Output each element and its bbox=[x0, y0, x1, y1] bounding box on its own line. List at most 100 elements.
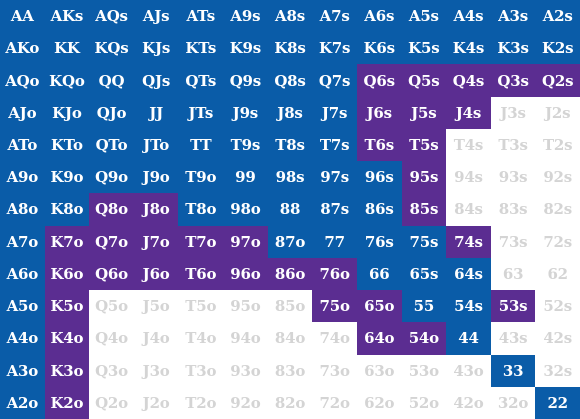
hand-cell[interactable]: QQ bbox=[89, 64, 134, 97]
hand-cell[interactable]: 88 bbox=[267, 193, 313, 226]
hand-cell[interactable]: QJo bbox=[89, 96, 134, 129]
hand-cell[interactable]: T2o bbox=[178, 386, 224, 419]
hand-cell[interactable]: 32o bbox=[490, 386, 536, 419]
hand-cell[interactable]: K6o bbox=[44, 257, 90, 291]
hand-cell[interactable]: 85o bbox=[267, 290, 313, 323]
hand-cell[interactable]: K3o bbox=[44, 354, 90, 387]
hand-cell[interactable]: 44 bbox=[446, 322, 491, 355]
hand-cell[interactable]: 54o bbox=[401, 322, 447, 355]
hand-cell[interactable]: 98s bbox=[267, 161, 313, 194]
hand-cell[interactable]: A6s bbox=[356, 0, 402, 33]
hand-cell[interactable]: 74o bbox=[312, 322, 357, 355]
hand-cell[interactable]: K9o bbox=[44, 161, 90, 194]
hand-cell[interactable]: Q9s bbox=[223, 64, 268, 97]
hand-cell[interactable]: 43o bbox=[446, 354, 491, 387]
hand-cell[interactable]: 64o bbox=[356, 322, 402, 355]
hand-cell[interactable]: 76o bbox=[312, 257, 357, 291]
hand-cell[interactable]: K7s bbox=[312, 32, 357, 65]
hand-cell[interactable]: K5o bbox=[44, 290, 90, 323]
hand-cell[interactable]: T4s bbox=[446, 128, 491, 162]
hand-cell[interactable]: 95s bbox=[401, 161, 447, 194]
hand-cell[interactable]: A4o bbox=[0, 322, 45, 355]
hand-cell[interactable]: J6s bbox=[356, 96, 402, 129]
hand-cell[interactable]: AQs bbox=[89, 0, 134, 33]
hand-cell[interactable]: J3o bbox=[133, 354, 179, 387]
hand-cell[interactable]: Q5s bbox=[401, 64, 447, 97]
hand-cell[interactable]: 77 bbox=[312, 225, 357, 258]
hand-cell[interactable]: KK bbox=[44, 32, 90, 65]
hand-cell[interactable]: 73o bbox=[312, 354, 357, 387]
hand-cell[interactable]: 87o bbox=[267, 225, 313, 258]
hand-cell[interactable]: AA bbox=[0, 0, 45, 33]
hand-cell[interactable]: A4s bbox=[446, 0, 491, 33]
hand-cell[interactable]: Q5o bbox=[89, 290, 134, 323]
hand-cell[interactable]: Q3o bbox=[89, 354, 134, 387]
hand-cell[interactable]: K5s bbox=[401, 32, 447, 65]
hand-cell[interactable]: J7s bbox=[312, 96, 357, 129]
hand-cell[interactable]: AKs bbox=[44, 0, 90, 33]
hand-cell[interactable]: 84s bbox=[446, 193, 491, 226]
hand-cell[interactable]: Q2s bbox=[535, 64, 580, 97]
hand-cell[interactable]: 93o bbox=[223, 354, 268, 387]
hand-cell[interactable]: T5o bbox=[178, 290, 224, 323]
hand-cell[interactable]: J3s bbox=[490, 96, 536, 129]
hand-cell[interactable]: 63o bbox=[356, 354, 402, 387]
hand-cell[interactable]: J9o bbox=[133, 161, 179, 194]
hand-cell[interactable]: KJo bbox=[44, 96, 90, 129]
hand-cell[interactable]: 72s bbox=[535, 225, 580, 258]
hand-cell[interactable]: K2o bbox=[44, 386, 90, 419]
hand-cell[interactable]: 65o bbox=[356, 290, 402, 323]
hand-cell[interactable]: 53o bbox=[401, 354, 447, 387]
hand-cell[interactable]: 73s bbox=[490, 225, 536, 258]
hand-cell[interactable]: T9s bbox=[223, 128, 268, 162]
hand-cell[interactable]: A5o bbox=[0, 290, 45, 323]
hand-cell[interactable]: T3s bbox=[490, 128, 536, 162]
hand-cell[interactable]: AKo bbox=[0, 32, 45, 65]
hand-cell[interactable]: 52o bbox=[401, 386, 447, 419]
hand-cell[interactable]: 53s bbox=[490, 290, 536, 323]
hand-cell[interactable]: 86o bbox=[267, 257, 313, 291]
hand-cell[interactable]: KTs bbox=[178, 32, 224, 65]
hand-cell[interactable]: 64s bbox=[446, 257, 491, 291]
hand-cell[interactable]: J6o bbox=[133, 257, 179, 291]
hand-cell[interactable]: JJ bbox=[133, 96, 179, 129]
hand-cell[interactable]: K6s bbox=[356, 32, 402, 65]
hand-cell[interactable]: 85s bbox=[401, 193, 447, 226]
hand-cell[interactable]: A8o bbox=[0, 193, 45, 226]
hand-cell[interactable]: AQo bbox=[0, 64, 45, 97]
hand-cell[interactable]: 65s bbox=[401, 257, 447, 291]
hand-cell[interactable]: Q2o bbox=[89, 386, 134, 419]
hand-cell[interactable]: T7o bbox=[178, 225, 224, 258]
hand-cell[interactable]: A2o bbox=[0, 386, 45, 419]
hand-cell[interactable]: T8s bbox=[267, 128, 313, 162]
hand-cell[interactable]: J9s bbox=[223, 96, 268, 129]
hand-cell[interactable]: KQs bbox=[89, 32, 134, 65]
hand-cell[interactable]: 96o bbox=[223, 257, 268, 291]
hand-cell[interactable]: 62 bbox=[535, 257, 580, 291]
hand-cell[interactable]: J4o bbox=[133, 322, 179, 355]
hand-cell[interactable]: KQo bbox=[44, 64, 90, 97]
hand-cell[interactable]: Q6o bbox=[89, 257, 134, 291]
hand-cell[interactable]: T6s bbox=[356, 128, 402, 162]
hand-cell[interactable]: 98o bbox=[223, 193, 268, 226]
hand-cell[interactable]: 55 bbox=[401, 290, 447, 323]
hand-cell[interactable]: 22 bbox=[535, 386, 580, 419]
hand-cell[interactable]: T3o bbox=[178, 354, 224, 387]
hand-cell[interactable]: K4o bbox=[44, 322, 90, 355]
hand-cell[interactable]: A3o bbox=[0, 354, 45, 387]
hand-cell[interactable]: T2s bbox=[535, 128, 580, 162]
hand-cell[interactable]: A9s bbox=[223, 0, 268, 33]
hand-cell[interactable]: A7s bbox=[312, 0, 357, 33]
hand-cell[interactable]: Q4s bbox=[446, 64, 491, 97]
hand-cell[interactable]: KJs bbox=[133, 32, 179, 65]
hand-cell[interactable]: 33 bbox=[490, 354, 536, 387]
hand-cell[interactable]: 72o bbox=[312, 386, 357, 419]
hand-cell[interactable]: 62o bbox=[356, 386, 402, 419]
hand-cell[interactable]: J7o bbox=[133, 225, 179, 258]
hand-cell[interactable]: A2s bbox=[535, 0, 580, 33]
hand-cell[interactable]: 75s bbox=[401, 225, 447, 258]
hand-cell[interactable]: 93s bbox=[490, 161, 536, 194]
hand-cell[interactable]: A5s bbox=[401, 0, 447, 33]
hand-cell[interactable]: A8s bbox=[267, 0, 313, 33]
hand-cell[interactable]: K8s bbox=[267, 32, 313, 65]
